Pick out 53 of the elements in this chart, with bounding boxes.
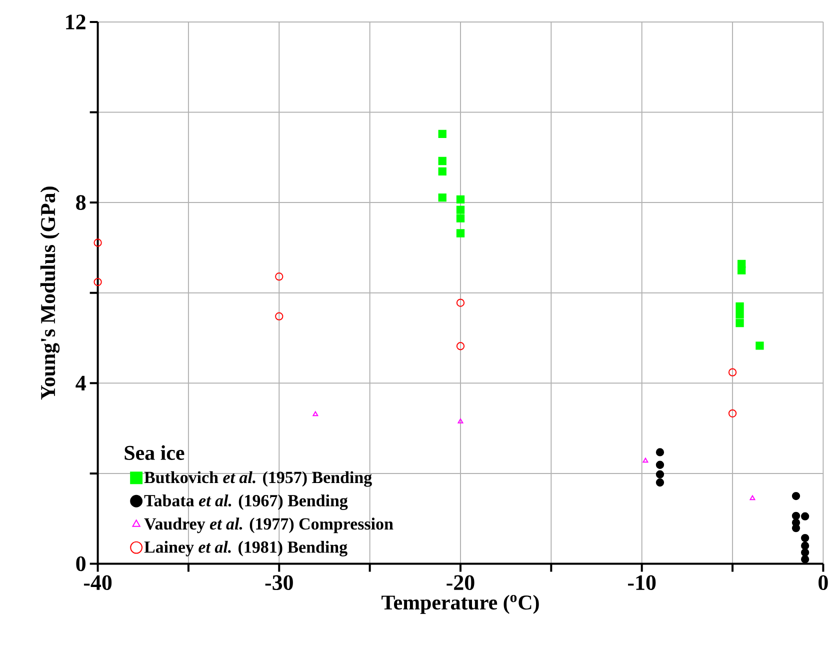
point: [800, 548, 810, 557]
point: [656, 470, 664, 479]
point: [642, 458, 648, 463]
point: [94, 278, 102, 286]
point: [736, 302, 744, 311]
point: [792, 492, 800, 500]
point: [736, 319, 744, 328]
x-tick-label: 0: [818, 575, 828, 590]
point: [438, 157, 446, 166]
point: [456, 196, 465, 204]
point: [275, 312, 284, 321]
point: [738, 266, 746, 275]
x-tick-label: -40: [84, 575, 112, 590]
point: [456, 214, 465, 223]
point: [800, 512, 810, 521]
point: [94, 238, 102, 248]
point: [456, 298, 465, 308]
point: [736, 310, 744, 319]
point: [275, 272, 284, 281]
point: [800, 534, 810, 542]
point: [438, 194, 446, 202]
point: [656, 461, 664, 470]
x-axis-title: Temperature ($^{o}$C): [382, 595, 539, 614]
point: [458, 418, 464, 424]
point: [792, 512, 800, 520]
y-tick-label: 8: [76, 195, 86, 210]
x-tick-label: -20: [446, 575, 474, 590]
point: [456, 206, 465, 214]
point: [656, 478, 664, 487]
legend-title: Sea ice: [124, 445, 184, 460]
point: [750, 495, 756, 500]
x-tick-label: -10: [628, 575, 656, 590]
legend-label: Lainey et al. (1981) Bending: [144, 541, 348, 557]
point: [438, 168, 446, 176]
point: [456, 229, 465, 238]
point: [312, 411, 318, 416]
x-tick-label: -30: [265, 575, 293, 590]
legend-label: Butkovich et al. (1957) Bending: [144, 471, 372, 487]
point: [456, 342, 465, 350]
point: [728, 410, 737, 418]
point: [656, 448, 664, 457]
point: [800, 555, 810, 564]
y-tick-label: 4: [76, 376, 86, 391]
y-tick-label: 0: [76, 556, 86, 572]
point: [800, 542, 810, 550]
point: [728, 368, 737, 377]
y-tick-label: 12: [66, 14, 86, 30]
point: [792, 524, 800, 532]
point: [438, 130, 446, 138]
y-axis-title: Young's Modulus (GPa): [40, 186, 60, 400]
point: [756, 342, 764, 350]
legend-label: Vaudrey et al. (1977) Compression: [144, 518, 394, 534]
legend-label: Tabata et al. (1967) Bending: [144, 494, 348, 510]
